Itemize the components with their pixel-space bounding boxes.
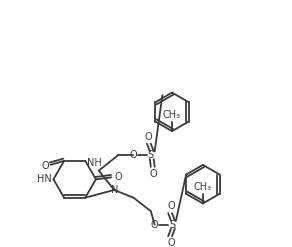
Text: S: S (169, 220, 175, 230)
Text: NH: NH (87, 158, 102, 168)
Text: O: O (167, 238, 175, 247)
Text: O: O (42, 161, 50, 171)
Text: O: O (151, 220, 159, 230)
Text: O: O (130, 150, 137, 160)
Text: O: O (144, 132, 152, 142)
Text: O: O (167, 201, 175, 211)
Text: O: O (150, 168, 157, 179)
Text: CH₃: CH₃ (163, 110, 181, 120)
Text: O: O (114, 172, 122, 182)
Text: HN: HN (37, 174, 51, 184)
Text: CH₃: CH₃ (194, 182, 212, 192)
Text: S: S (148, 150, 154, 160)
Text: N: N (110, 185, 118, 195)
